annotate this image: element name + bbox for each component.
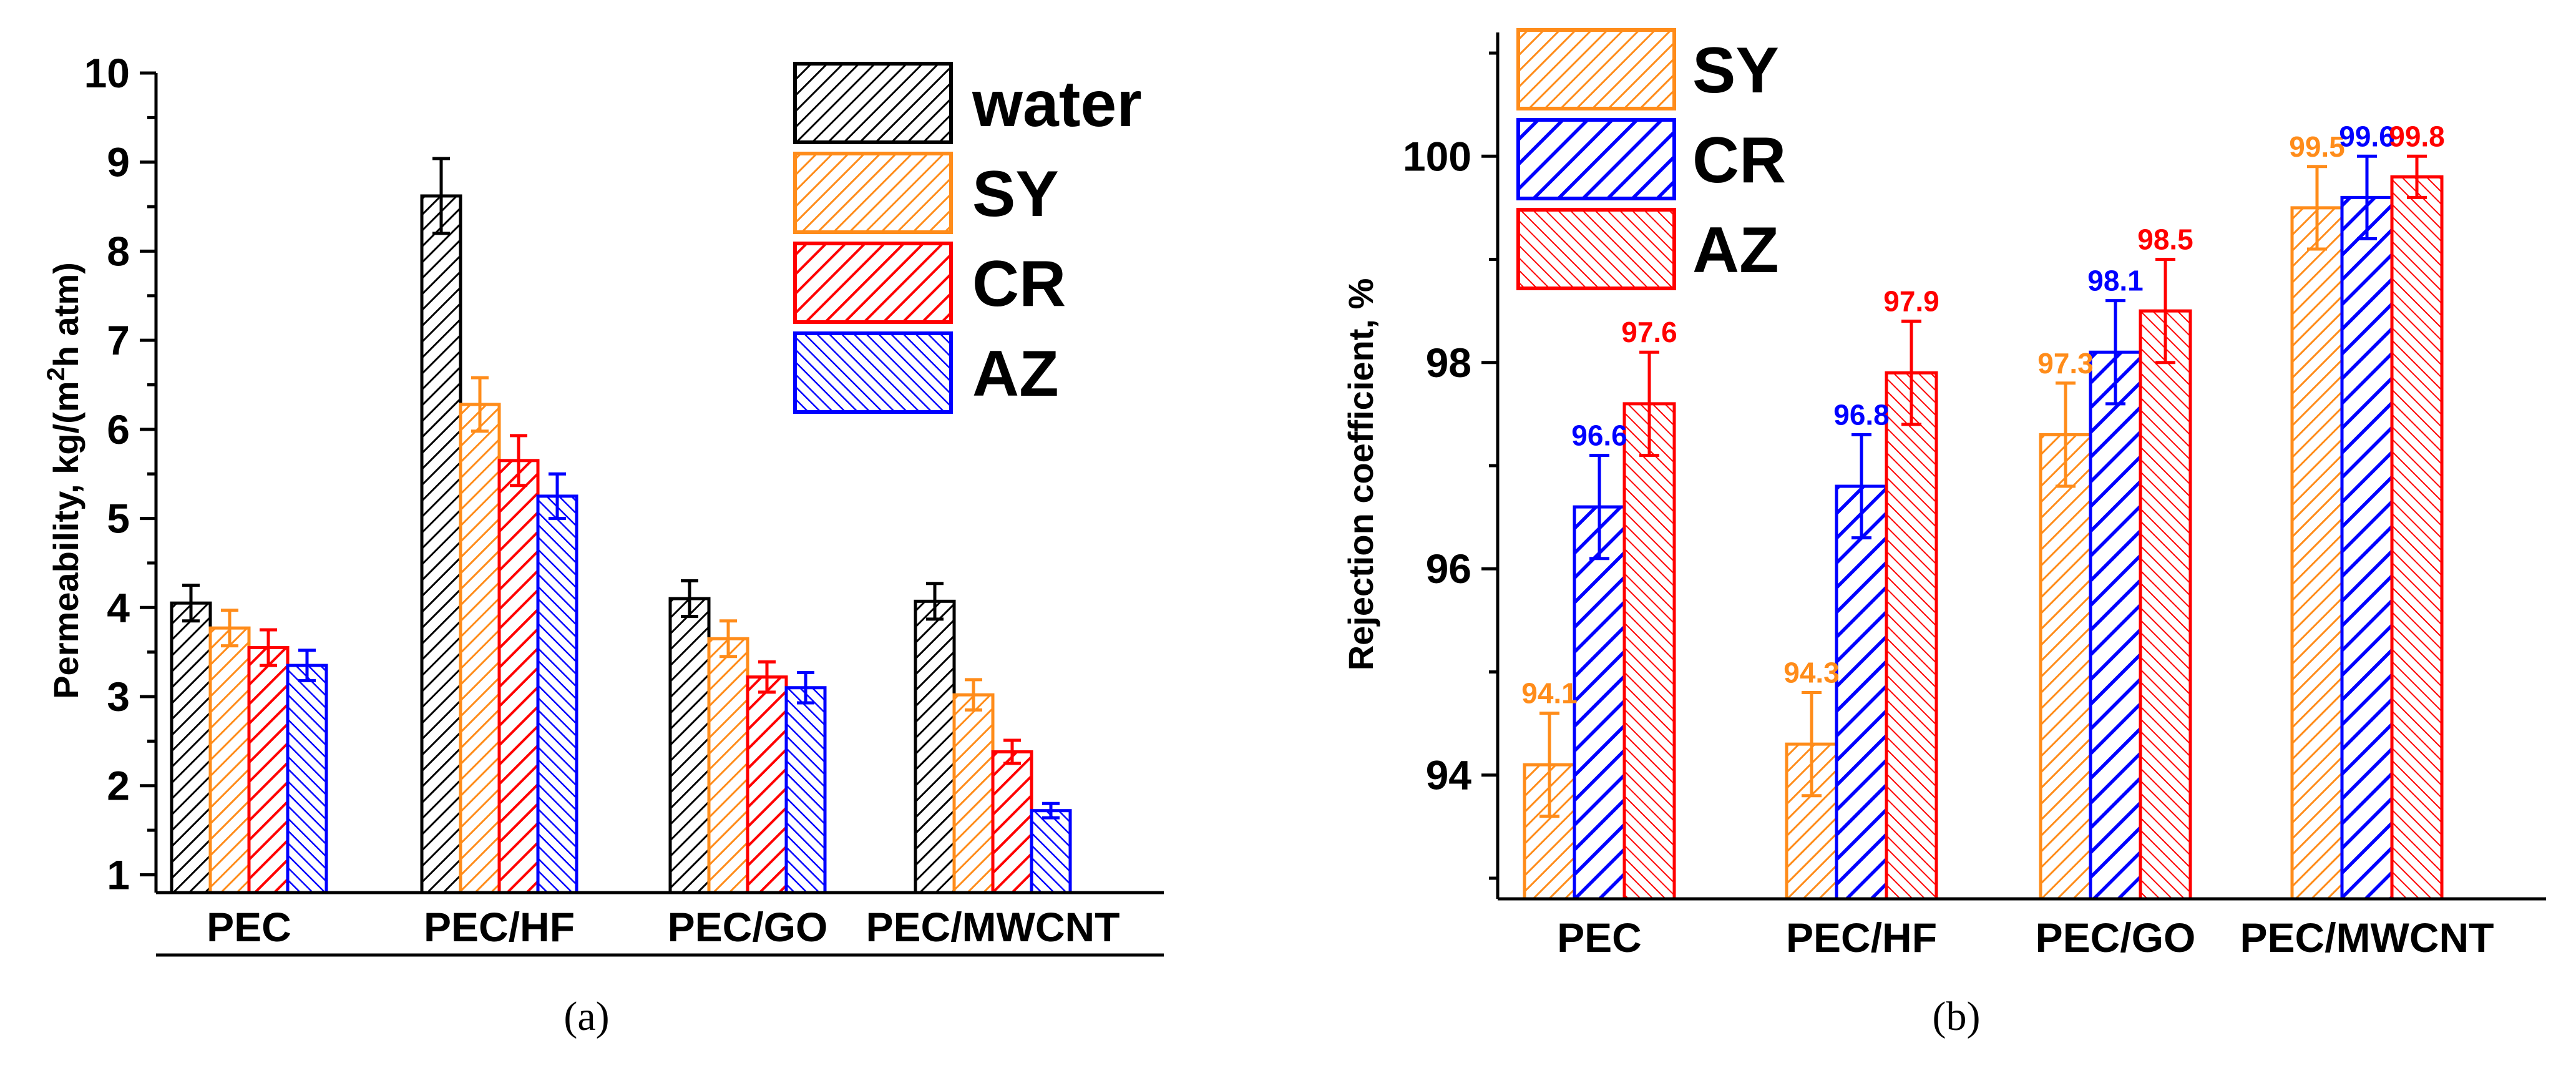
b-data-label: 98.1 [2087, 265, 2144, 297]
a-bar-water [914, 599, 956, 894]
a-legend-label-az: AZ [972, 338, 1059, 410]
a-bar-az [1030, 809, 1072, 894]
a-legend-swatch-water [793, 62, 953, 144]
a-bar-sy [208, 626, 251, 894]
a-y-tick-label: 9 [107, 139, 130, 185]
b-data-label: 97.9 [1883, 285, 1939, 318]
a-legend: water SY CR AZ [793, 62, 1142, 414]
a-y-tick-label: 4 [107, 584, 130, 630]
b-y-axis-title: Rejection coefficient, % [1341, 278, 1380, 671]
a-y-tick-label: 5 [107, 496, 130, 542]
b-legend-swatch-az [1516, 208, 1676, 290]
b-legend-label-sy: SY [1692, 34, 1779, 107]
b-data-label: 99.5 [2289, 130, 2345, 163]
a-y-tick-label: 7 [107, 317, 130, 363]
a-legend-swatch-az [793, 331, 953, 414]
b-y-tick-label: 98 [1426, 340, 1471, 386]
a-bar-water [668, 597, 711, 894]
b-bar-az [1885, 371, 1938, 901]
b-category-label: PEC/MWCNT [2240, 914, 2494, 961]
a-category-label: PEC/GO [668, 904, 828, 950]
a-y-tick-label: 2 [107, 763, 130, 809]
b-data-label: 96.6 [1571, 419, 1627, 451]
b-category-label: PEC/HF [1786, 914, 1937, 961]
b-data-label: 97.3 [2037, 347, 2094, 380]
a-bar-sy [952, 693, 995, 894]
a-legend-swatch-cr [793, 242, 953, 324]
b-legend-label-cr: CR [1692, 124, 1786, 197]
a-bar-az [784, 686, 827, 894]
a-bar-water [170, 601, 212, 894]
a-bar-water [420, 194, 462, 894]
a-bar-az [536, 494, 578, 894]
b-y-tick-label: 100 [1403, 133, 1471, 179]
b-bar-sy [2039, 433, 2092, 901]
b-legend: SY CR AZ [1516, 28, 1786, 290]
b-panel-caption: (b) [1933, 994, 1981, 1039]
b-y-tick-label: 94 [1426, 752, 1472, 798]
b-data-label: 94.1 [1521, 677, 1578, 710]
a-legend-swatch-sy [793, 152, 953, 234]
b-legend-swatch-sy [1516, 28, 1676, 110]
b-data-label: 94.3 [1783, 657, 1840, 689]
b-bar-az [1622, 402, 1676, 901]
b-data-label: 97.6 [1621, 316, 1677, 348]
a-bar-az [286, 664, 328, 894]
b-bar-sy [2290, 206, 2344, 901]
a-legend-label-water: water [972, 68, 1142, 140]
b-data-label: 98.5 [2137, 223, 2193, 256]
b-bar-az [2390, 175, 2444, 901]
a-category-label: PEC/HF [424, 904, 575, 950]
b-y-tick-label: 96 [1426, 546, 1471, 592]
panel-a-permeability-chart: 1 2 3 4 5 6 7 8 9 10 PEC PEC/HF PEC/GO PEC/MWCNT Per… [42, 50, 1164, 1039]
b-bar-cr [2340, 195, 2394, 901]
a-bar-cr [991, 750, 1033, 894]
b-bar-cr [2089, 350, 2142, 901]
a-bar-sy [459, 403, 501, 894]
b-category-label: PEC/GO [2036, 914, 2196, 961]
b-bar-az [2139, 309, 2192, 901]
b-bar-cr [1573, 505, 1626, 901]
a-bar-sy [707, 637, 749, 894]
b-data-label: 96.8 [1833, 398, 1890, 431]
b-legend-swatch-cr [1516, 118, 1676, 200]
a-y-axis-title: Permeability, kg/(m2h atm) [42, 262, 85, 699]
a-y-tick-label: 6 [107, 406, 130, 453]
a-category-label: PEC/MWCNT [866, 904, 1120, 950]
b-bar-cr [1835, 484, 1888, 901]
b-data-label: 99.6 [2339, 120, 2395, 152]
b-legend-label-az: AZ [1692, 214, 1779, 287]
a-y-tick-label: 10 [84, 50, 130, 96]
a-legend-label-sy: SY [972, 158, 1059, 230]
a-legend-label-cr: CR [972, 248, 1066, 320]
a-panel-caption: (a) [564, 994, 609, 1039]
a-y-tick-label: 3 [107, 674, 130, 720]
panel-b-rejection-chart: 94 96 98 100 94.1 96.6 97.6 94.3 96.8 97.9 97.3 98… [1341, 28, 2546, 1039]
a-bar-cr [497, 459, 540, 894]
a-y-tick-label: 8 [107, 228, 130, 274]
a-category-label: PEC [207, 904, 291, 950]
a-bar-cr [746, 675, 788, 894]
a-y-tick-label: 1 [107, 851, 130, 898]
b-category-label: PEC [1557, 914, 1642, 961]
b-data-label: 99.8 [2389, 120, 2445, 152]
a-bar-cr [247, 646, 290, 894]
